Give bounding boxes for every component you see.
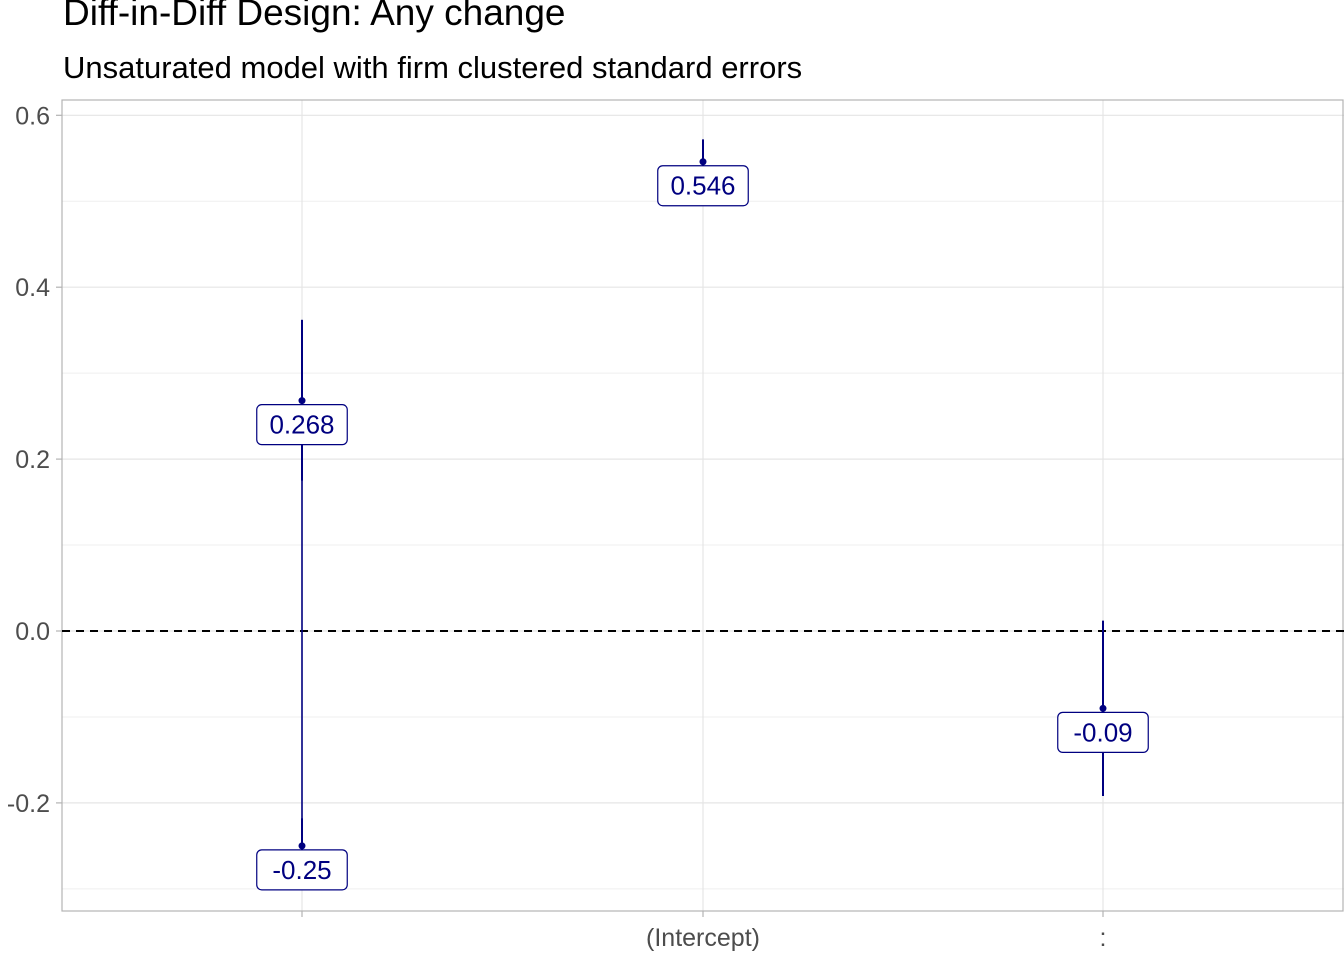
data-label-text: -0.09 xyxy=(1073,717,1132,747)
data-label: 0.546 xyxy=(657,165,749,207)
data-label-box xyxy=(256,404,348,446)
grid-lines xyxy=(62,100,1344,911)
data-label-box xyxy=(657,165,749,207)
estimate-point xyxy=(298,842,306,850)
axes: -0.2 0.0 0.2 0.4 0.6 (Intercept): xyxy=(7,99,1344,952)
y-tick-label: 0.2 xyxy=(15,446,50,474)
data-label-box xyxy=(256,849,348,891)
y-tick-label: -0.2 xyxy=(7,790,50,818)
x-tick-label: : xyxy=(1100,924,1107,952)
chart-title: Diff-in-Diff Design: Any change xyxy=(63,0,566,33)
x-tick-label: (Intercept) xyxy=(646,924,760,952)
data-labels: 0.268 -0.25 0.546 -0.09 xyxy=(256,165,1149,891)
estimate-point xyxy=(298,397,306,405)
y-tick-label: 0.0 xyxy=(15,618,50,646)
data-label: 0.268 xyxy=(256,404,348,446)
chart-subtitle: Unsaturated model with firm clustered st… xyxy=(63,50,803,85)
y-tick-label: 0.6 xyxy=(15,102,50,130)
data-label: -0.25 xyxy=(256,849,348,891)
data-label-text: 0.546 xyxy=(670,171,735,201)
y-tick-label: 0.4 xyxy=(15,274,50,302)
data-label-text: 0.268 xyxy=(269,410,334,440)
data-label-box xyxy=(1057,711,1149,753)
estimate-point xyxy=(1099,704,1107,712)
data-label-text: -0.25 xyxy=(272,855,331,885)
data-label: -0.09 xyxy=(1057,711,1149,753)
estimate-point xyxy=(699,158,707,166)
